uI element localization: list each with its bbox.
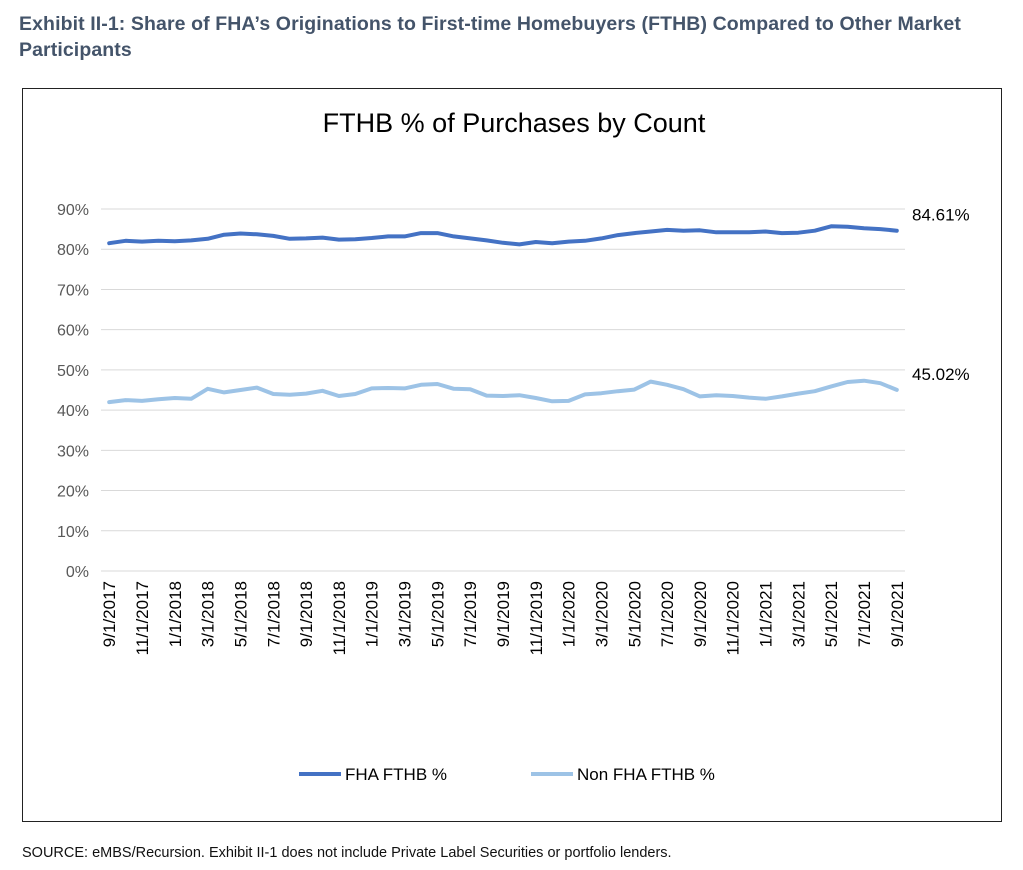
x-tick-label: 3/1/2019 xyxy=(396,581,415,647)
x-tick-label: 7/1/2018 xyxy=(264,581,283,647)
source-note: SOURCE: eMBS/Recursion. Exhibit II-1 doe… xyxy=(22,845,672,861)
line-chart: FTHB % of Purchases by Count 0% 10% 20% 30%… xyxy=(57,108,970,784)
x-tick-label: 9/1/2020 xyxy=(691,581,710,647)
legend-label-fha: FHA FTHB % xyxy=(345,765,447,784)
y-tick-label: 50% xyxy=(57,363,89,380)
x-tick-label: 9/1/2018 xyxy=(297,581,316,647)
series-line-fha xyxy=(107,224,899,247)
series-line-nonfha xyxy=(107,378,899,405)
x-tick-label: 11/1/2020 xyxy=(724,581,743,655)
x-tick-label: 7/1/2019 xyxy=(461,581,480,647)
chart-title: FTHB % of Purchases by Count xyxy=(323,108,706,138)
y-tick-label: 60% xyxy=(57,323,89,340)
x-tick-label: 3/1/2018 xyxy=(199,581,218,647)
y-tick-label: 70% xyxy=(57,282,89,299)
x-tick-label: 9/1/2019 xyxy=(494,581,513,647)
x-tick-label: 7/1/2021 xyxy=(855,581,874,647)
x-tick-label: 1/1/2020 xyxy=(560,581,579,647)
x-tick-label: 1/1/2019 xyxy=(363,581,382,647)
y-tick-label: 0% xyxy=(66,564,89,581)
x-tick-label: 5/1/2018 xyxy=(231,581,250,647)
y-tick-label: 40% xyxy=(57,403,89,420)
y-axis-ticks: 0% 10% 20% 30% 40% 50% 60% 70% 80% 90% xyxy=(57,202,89,581)
exhibit-title: Exhibit II-1: Share of FHA’s Origination… xyxy=(19,13,961,61)
x-tick-label: 5/1/2019 xyxy=(428,581,447,647)
end-label-nonfha: 45.02% xyxy=(912,365,970,384)
y-tick-label: 80% xyxy=(57,242,89,259)
x-tick-label: 3/1/2020 xyxy=(592,581,611,647)
y-tick-label: 10% xyxy=(57,524,89,541)
x-tick-label: 1/1/2018 xyxy=(166,581,185,647)
gridlines xyxy=(101,208,905,572)
x-tick-label: 11/1/2018 xyxy=(330,581,349,655)
y-tick-label: 30% xyxy=(57,443,89,460)
end-labels: 84.61% 45.02% xyxy=(912,206,970,384)
x-tick-label: 11/1/2017 xyxy=(133,581,152,655)
x-axis-ticks: 9/1/2017 11/1/2017 1/1/2018 3/1/2018 5/1/201… xyxy=(100,581,907,655)
legend-label-nonfha: Non FHA FTHB % xyxy=(577,765,715,784)
x-tick-label: 3/1/2021 xyxy=(789,581,808,647)
end-label-fha: 84.61% xyxy=(912,206,970,225)
chart-frame: FTHB % of Purchases by Count 0% 10% 20% 30%… xyxy=(22,88,1002,822)
x-tick-label: 11/1/2019 xyxy=(527,581,546,655)
x-tick-label: 9/1/2017 xyxy=(100,581,119,647)
legend: FHA FTHB % Non FHA FTHB % xyxy=(299,765,715,784)
x-tick-label: 9/1/2021 xyxy=(888,581,907,647)
x-tick-label: 7/1/2020 xyxy=(658,581,677,647)
series-lines xyxy=(107,224,899,405)
x-tick-label: 5/1/2020 xyxy=(625,581,644,647)
x-tick-label: 5/1/2021 xyxy=(822,581,841,647)
x-tick-label: 1/1/2021 xyxy=(757,581,776,647)
y-tick-label: 20% xyxy=(57,484,89,501)
y-tick-label: 90% xyxy=(57,202,89,219)
